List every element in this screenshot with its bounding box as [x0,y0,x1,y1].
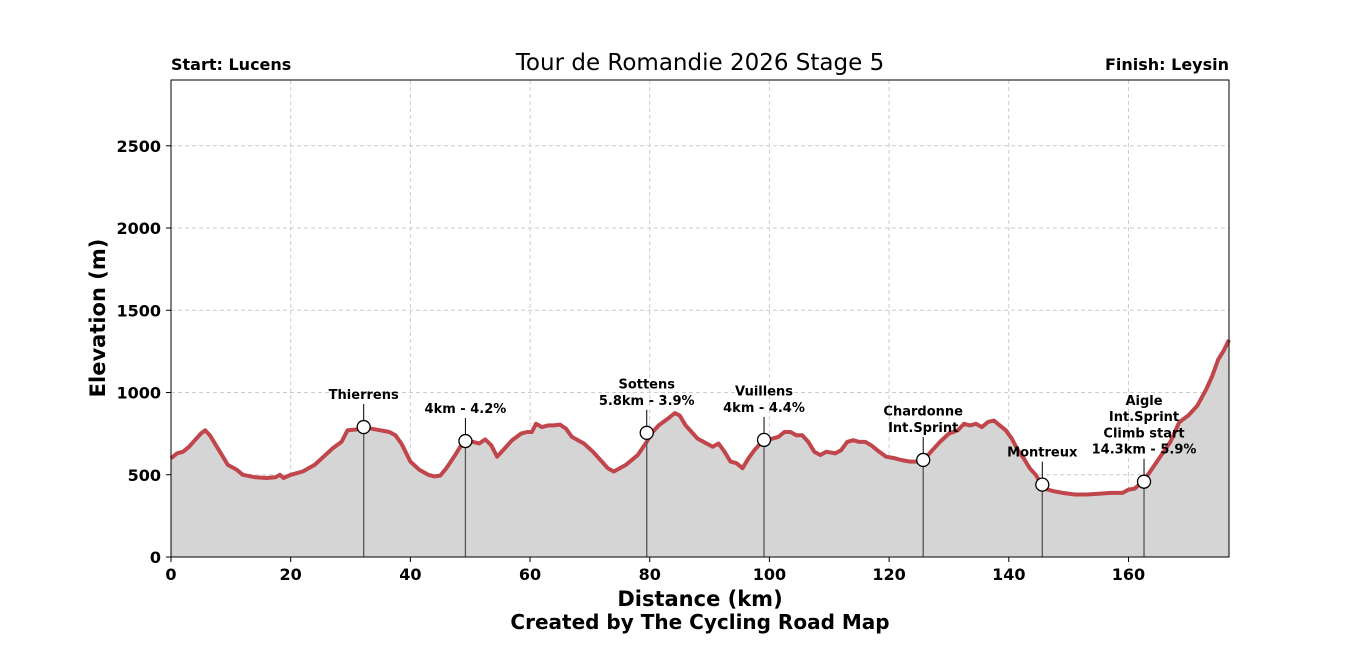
y-tick-label: 2500 [116,137,161,156]
annotation-label: Int.Sprint [888,421,958,436]
x-tick-label: 160 [1112,565,1145,584]
x-tick-label: 20 [280,565,302,584]
annotation-label: Montreux [1007,446,1078,461]
annotation-label: Vuillens [735,385,793,400]
elevation-area-fill [171,339,1229,557]
credit-label: Created by The Cycling Road Map [510,610,889,634]
annotation-label: Aigle [1125,394,1162,409]
annotation-1: 4km - 4.2% [425,402,507,557]
y-tick-label: 1500 [116,301,161,320]
annotation-marker [756,432,772,448]
annotation-label: 4km - 4.4% [723,401,805,416]
x-tick-label: 60 [519,565,541,584]
annotation-label: Int.Sprint [1109,410,1179,425]
y-axis-label: Elevation (m) [86,239,110,398]
annotation-label: Thierrens [329,388,399,403]
annotation-marker [356,419,371,435]
x-tick-label: 0 [165,565,176,584]
annotation-0: Thierrens [329,388,399,557]
y-tick-label: 2000 [116,219,161,238]
y-tick-label: 500 [128,466,161,485]
axis-ticks: 0 20 40 60 80 100 120 140 160 0 500 1000 1500 2000 250… [116,137,1145,584]
annotation-label: 14.3km - 5.9% [1092,443,1197,458]
annotation-label: Chardonne [883,405,963,420]
x-tick-label: 100 [753,565,786,584]
y-tick-label: 1000 [116,384,161,403]
annotation-marker [639,425,654,440]
annotation-marker [458,433,473,449]
annotation-marker [1035,477,1050,492]
y-tick-label: 0 [150,548,161,567]
x-axis-label: Distance (km) [617,587,782,611]
annotation-label: 5.8km - 3.9% [599,394,695,409]
x-tick-label: 120 [872,565,905,584]
start-label: Start: Lucens [171,55,291,74]
plot-frame [170,79,1230,558]
annotation-label: 4km - 4.2% [425,402,507,417]
annotation-label: Sottens [618,378,675,393]
annotation-marker [916,452,931,468]
chart-title: Tour de Romandie 2026 Stage 5 [515,50,884,76]
x-tick-label: 80 [639,565,661,584]
x-tick-label: 40 [399,565,421,584]
annotation-5: Montreux [1007,446,1078,557]
annotation-marker [1136,474,1152,489]
annotation-label: Climb start [1103,426,1184,441]
elevation-profile-line [169,339,1231,497]
x-tick-label: 140 [992,565,1025,584]
finish-label: Finish: Leysin [1105,55,1229,74]
